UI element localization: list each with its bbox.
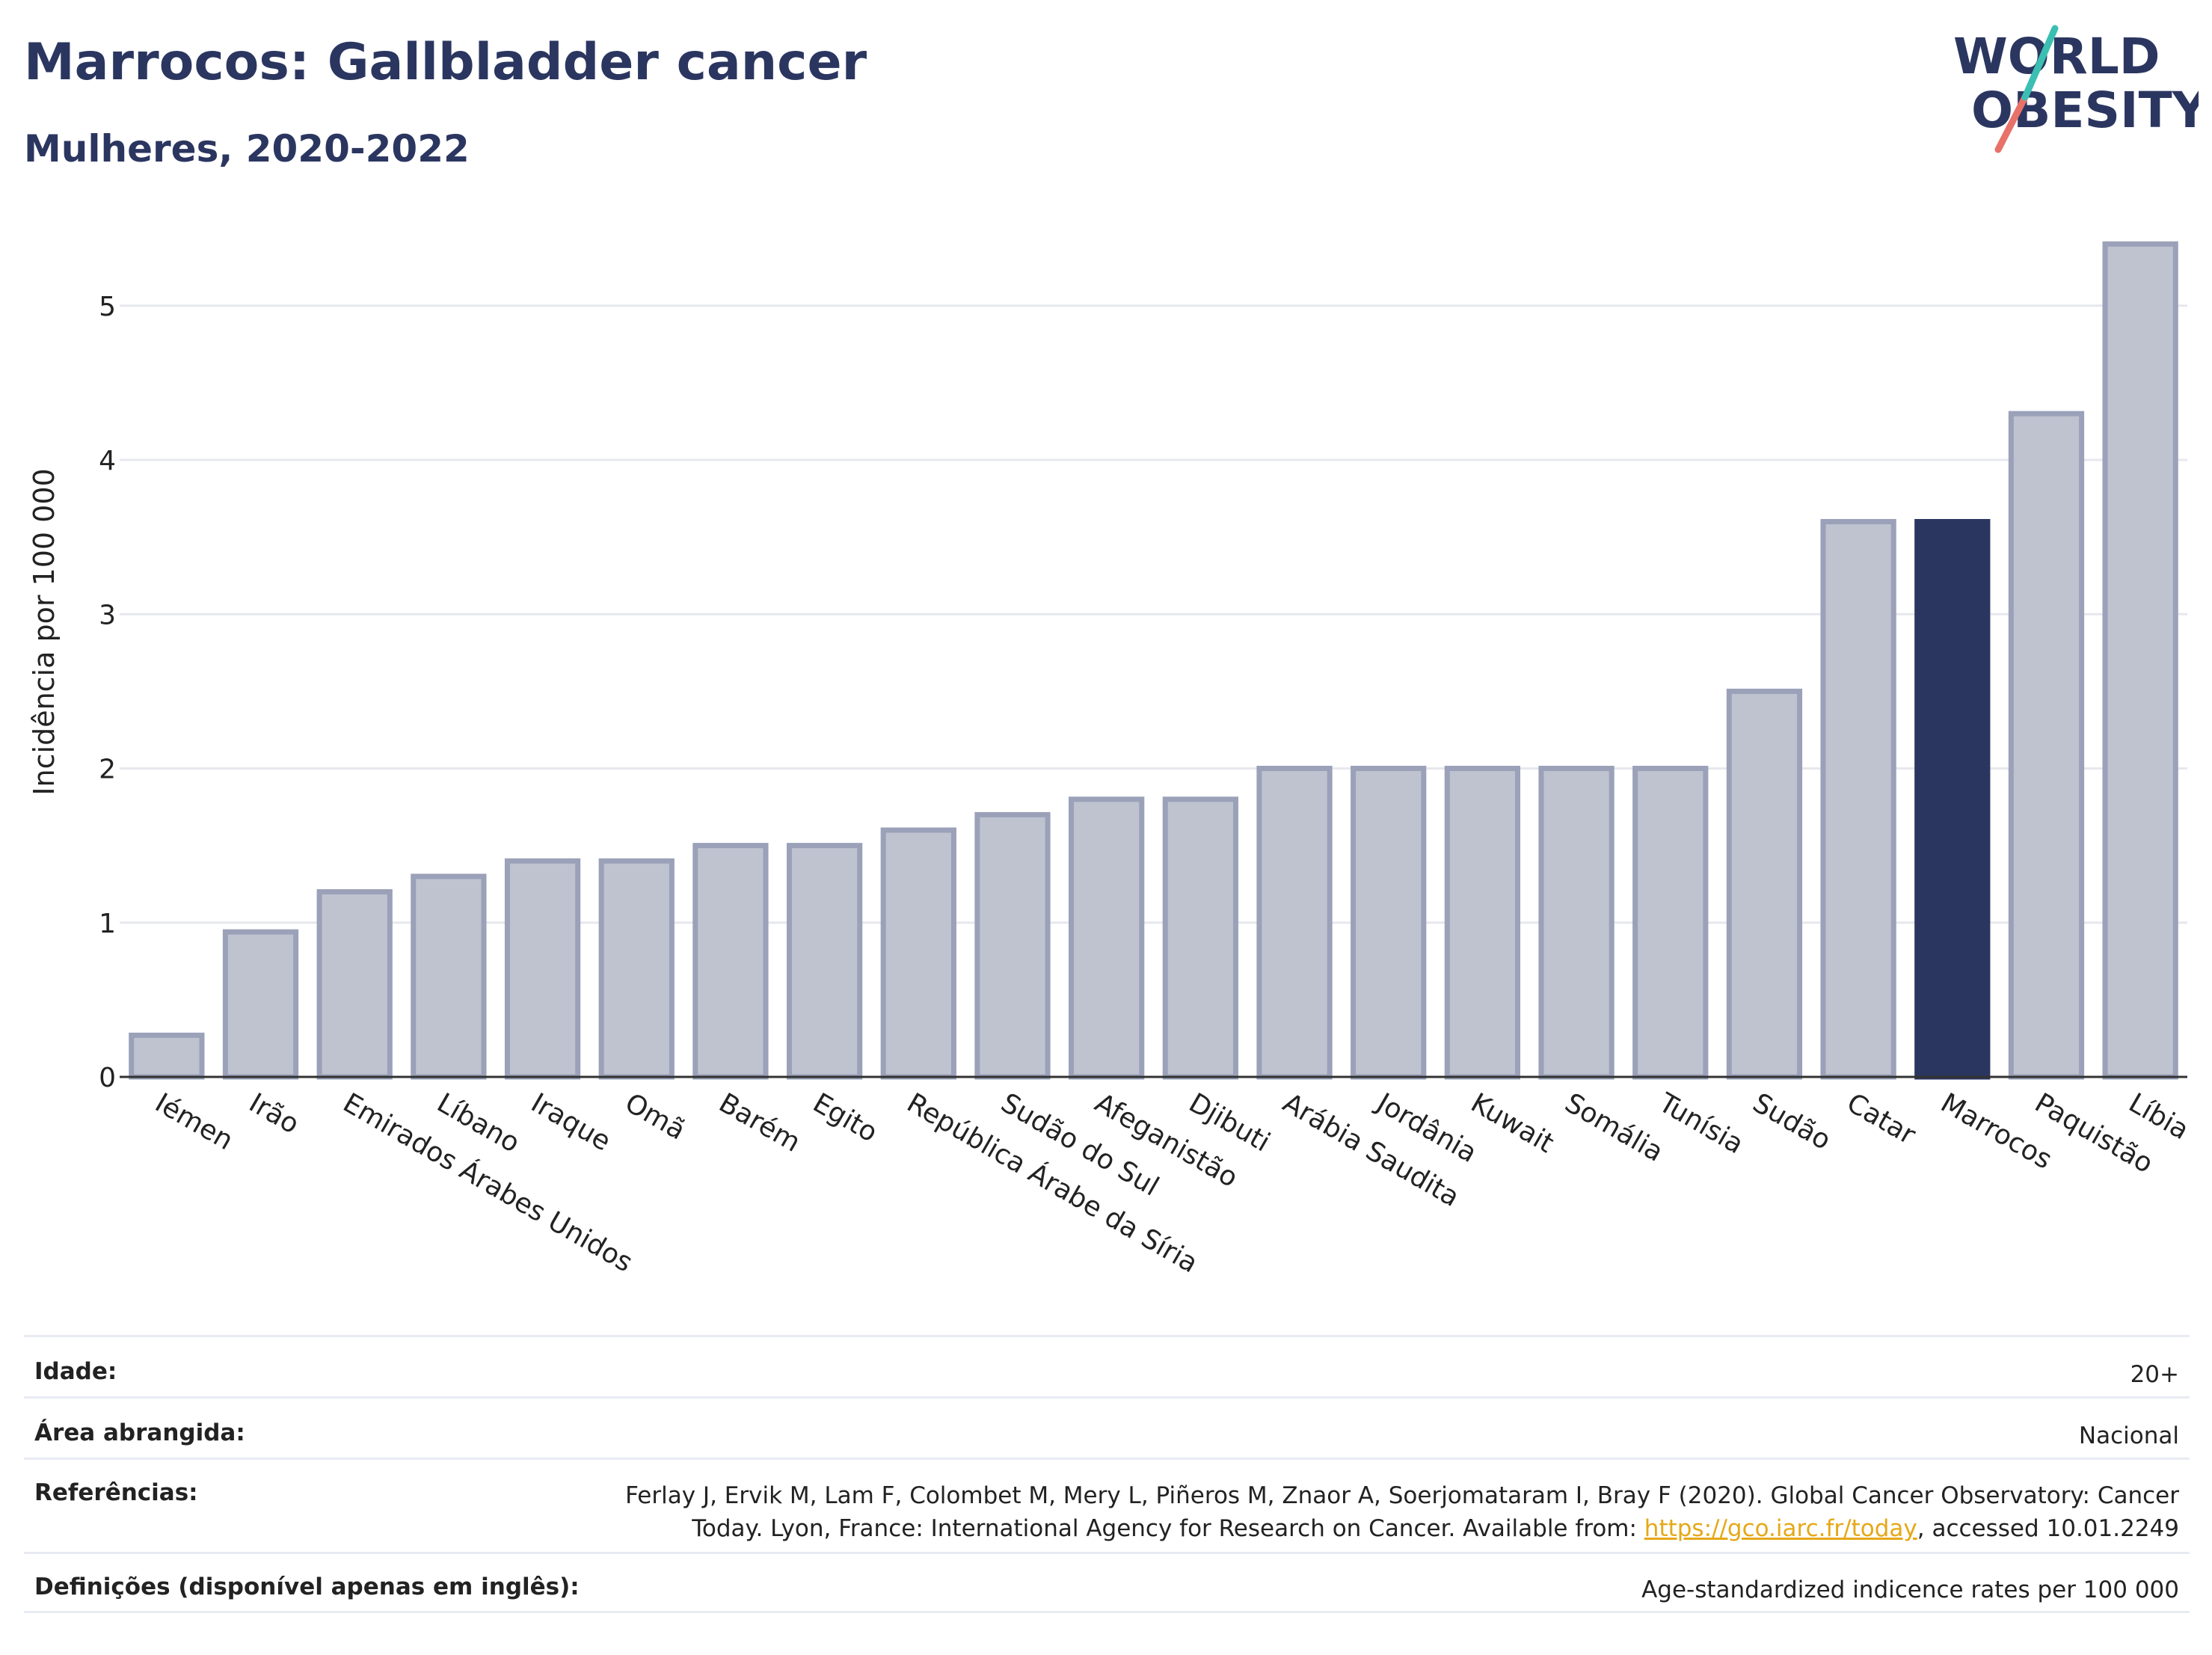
references-accessed: , accessed 10.01.2249 xyxy=(1917,1515,2179,1542)
info-value-area: Nacional xyxy=(2078,1422,2179,1449)
x-tick-label: Tunísia xyxy=(1653,1087,1748,1160)
y-tick-label: 1 xyxy=(99,909,116,939)
x-tick-label: Omã xyxy=(620,1087,691,1146)
y-tick-label: 4 xyxy=(99,446,116,476)
x-tick-label: Kuwait xyxy=(1466,1087,1559,1159)
y-tick-labels: 0 1 2 3 4 5 xyxy=(99,292,116,1093)
y-tick-label: 2 xyxy=(99,755,116,785)
x-tick-label: Sudão xyxy=(1748,1087,1836,1156)
bar-irão xyxy=(222,929,299,1080)
bar-kuwait xyxy=(1444,766,1521,1080)
info-value-age: 20+ xyxy=(2130,1361,2179,1388)
info-row-references: Referências: Ferlay J, Ervik M, Lam F, C… xyxy=(24,1458,2190,1552)
y-axis-title: Incidência por 100 000 xyxy=(28,468,61,795)
logo-line1: WORLD xyxy=(1953,28,2160,85)
chart-title: Marrocos: Gallbladder cancer xyxy=(24,33,867,92)
x-tick-label: Egito xyxy=(808,1087,882,1148)
bar-república-árabe-da-síria xyxy=(880,827,956,1080)
y-tick-label: 0 xyxy=(99,1063,116,1093)
bar-arábia-saudita xyxy=(1256,766,1333,1080)
info-row-area: Área abrangida: Nacional xyxy=(24,1396,2190,1458)
bar-sudão-do-sul xyxy=(974,811,1051,1080)
references-link[interactable]: https://gco.iarc.fr/today xyxy=(1644,1515,1917,1542)
bar-marrocos xyxy=(1914,519,1991,1080)
info-label-definitions: Definições (disponível apenas em inglês)… xyxy=(34,1573,580,1600)
logo-accent-top xyxy=(2021,25,2059,101)
bar-líbia xyxy=(2102,241,2178,1080)
bar-afeganistão xyxy=(1069,796,1145,1080)
bar-chart: 0 1 2 3 4 5 Iémen Irão Emirados Árabes UnidosLí… xyxy=(28,241,2194,1279)
info-label-references: Referências: xyxy=(34,1479,198,1506)
world-obesity-logo: WORLD OBESITY xyxy=(1953,25,2199,153)
bar-djibuti xyxy=(1162,796,1238,1080)
x-tick-label: Catar xyxy=(1842,1087,1921,1151)
bar-tunísia xyxy=(1632,766,1709,1080)
bar-emirados-árabes-unidos xyxy=(316,889,393,1080)
x-tick-label: Barém xyxy=(713,1087,805,1158)
info-row-definitions: Definições (disponível apenas em inglês)… xyxy=(24,1552,2190,1613)
bar-líbano xyxy=(411,873,487,1080)
bar-sudão xyxy=(1726,688,1803,1080)
bar-iémen xyxy=(129,1032,205,1080)
x-tick-label: Somália xyxy=(1560,1087,1668,1168)
bar-iraque xyxy=(504,858,581,1080)
info-value-definitions: Age-standardized indicence rates per 100… xyxy=(1641,1576,2179,1603)
info-table: Idade: 20+ Área abrangida: Nacional Refe… xyxy=(24,1335,2190,1613)
y-tick-label: 5 xyxy=(99,292,116,322)
x-tick-label: Iraque xyxy=(526,1087,615,1157)
bar-paquistão xyxy=(2008,411,2085,1080)
x-tick-label: Iémen xyxy=(150,1087,238,1156)
bars xyxy=(129,241,2178,1080)
bar-omã xyxy=(598,858,675,1080)
bar-egito xyxy=(786,843,863,1080)
info-row-age: Idade: 20+ xyxy=(24,1335,2190,1396)
references-text: Ferlay J, Ervik M, Lam F, Colombet M, Me… xyxy=(625,1482,2179,1542)
bar-somália xyxy=(1538,766,1615,1080)
info-value-references: Ferlay J, Ervik M, Lam F, Colombet M, Me… xyxy=(609,1479,2190,1545)
x-tick-label: Líbia xyxy=(2124,1087,2194,1146)
info-label-age: Idade: xyxy=(34,1358,117,1385)
bar-catar xyxy=(1820,519,1896,1080)
x-tick-label: Irão xyxy=(244,1087,304,1140)
info-label-area: Área abrangida: xyxy=(34,1419,245,1446)
bar-barém xyxy=(692,843,769,1080)
logo-accent-bottom xyxy=(1994,93,2029,153)
chart-subtitle: Mulheres, 2020-2022 xyxy=(24,127,470,171)
bar-jordânia xyxy=(1351,766,1427,1080)
y-tick-label: 3 xyxy=(99,600,116,630)
